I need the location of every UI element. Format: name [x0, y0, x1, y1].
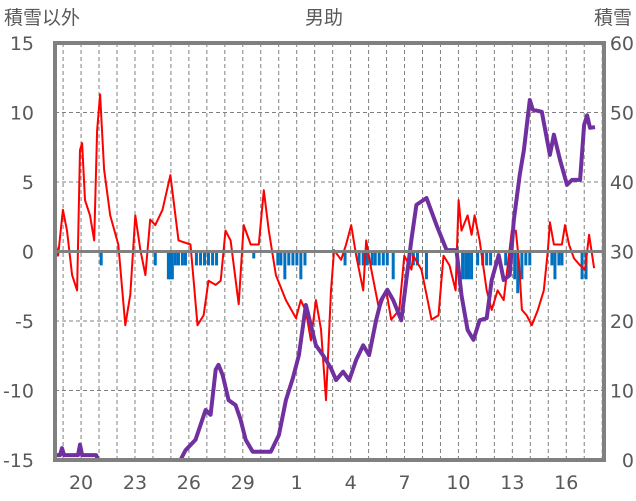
bar — [173, 251, 177, 266]
bar — [299, 251, 303, 280]
bar — [513, 251, 517, 280]
bar — [211, 251, 215, 266]
bar — [560, 251, 564, 266]
bar — [153, 251, 157, 266]
bar — [461, 251, 465, 280]
left-tick-label: 10 — [10, 103, 34, 125]
bar — [276, 251, 280, 266]
bar — [252, 251, 256, 259]
bar — [180, 251, 184, 266]
x-tick-label: 29 — [231, 472, 255, 494]
bar — [470, 251, 474, 280]
bar — [203, 251, 207, 266]
bar — [365, 251, 369, 266]
bar — [520, 251, 524, 280]
left-tick-label: 5 — [22, 172, 34, 194]
bar — [580, 251, 584, 280]
bar — [381, 251, 385, 266]
right-tick-label: 10 — [610, 381, 634, 403]
bar — [206, 251, 210, 266]
bar — [370, 251, 374, 266]
bar — [377, 251, 381, 266]
bar — [361, 251, 365, 266]
bar — [415, 251, 419, 266]
x-tick-label: 10 — [446, 472, 470, 494]
bar — [170, 251, 174, 280]
left-tick-label: -15 — [3, 450, 34, 472]
bar — [550, 251, 554, 266]
x-tick-label: 13 — [500, 472, 524, 494]
plot-frame — [53, 41, 606, 462]
bar — [99, 251, 103, 266]
bar — [357, 251, 361, 266]
bar — [467, 251, 471, 280]
bar — [343, 251, 347, 266]
bar — [166, 251, 170, 280]
right-tick-label: 60 — [610, 33, 634, 55]
x-tick-label: 16 — [554, 472, 578, 494]
bar — [489, 251, 493, 266]
bar — [295, 251, 299, 266]
x-tick-label: 23 — [123, 472, 147, 494]
bar — [528, 251, 532, 266]
right-tick-label: 30 — [610, 242, 634, 264]
bar — [291, 251, 295, 266]
bar — [183, 251, 187, 266]
bar — [485, 251, 489, 266]
x-tick-label: 20 — [69, 472, 93, 494]
left-tick-label: -10 — [3, 381, 34, 403]
bar — [385, 251, 389, 266]
right-axis-title: 積雪 — [594, 7, 632, 29]
left-tick-label: 0 — [22, 242, 34, 264]
chart-title: 男助 — [305, 7, 343, 29]
bar — [283, 251, 287, 280]
right-tick-label: 0 — [622, 450, 634, 472]
bar — [199, 251, 203, 266]
bar-series — [99, 251, 588, 294]
x-tick-label: 7 — [398, 472, 410, 494]
bar — [464, 251, 468, 280]
bar — [516, 251, 520, 294]
x-tick-label: 1 — [291, 472, 303, 494]
left-tick-label: -5 — [15, 311, 34, 333]
left-tick-label: 15 — [10, 33, 34, 55]
bar — [373, 251, 377, 266]
bar — [194, 251, 198, 266]
x-tick-label: 26 — [177, 472, 201, 494]
bar — [303, 251, 307, 266]
bar — [553, 251, 557, 280]
bar — [504, 251, 508, 266]
bar — [424, 251, 428, 280]
snow-depth-line — [55, 98, 596, 462]
right-tick-label: 50 — [610, 103, 634, 125]
right-tick-label: 20 — [610, 311, 634, 333]
bar — [476, 251, 480, 266]
bar — [215, 251, 219, 266]
bar — [391, 251, 395, 280]
bar — [287, 251, 291, 266]
bar — [557, 251, 561, 266]
right-tick-label: 40 — [610, 172, 634, 194]
bar — [168, 251, 172, 280]
bar — [176, 251, 180, 266]
axes: 15 60 10 50 5 40 0 30 -5 20 -10 10 -15 0 20 23 26 29 1 4 7 10… — [3, 33, 634, 494]
bar — [279, 251, 283, 266]
x-tick-label: 4 — [345, 472, 357, 494]
left-axis-title: 積雪以外 — [4, 7, 80, 29]
bar — [524, 251, 528, 266]
